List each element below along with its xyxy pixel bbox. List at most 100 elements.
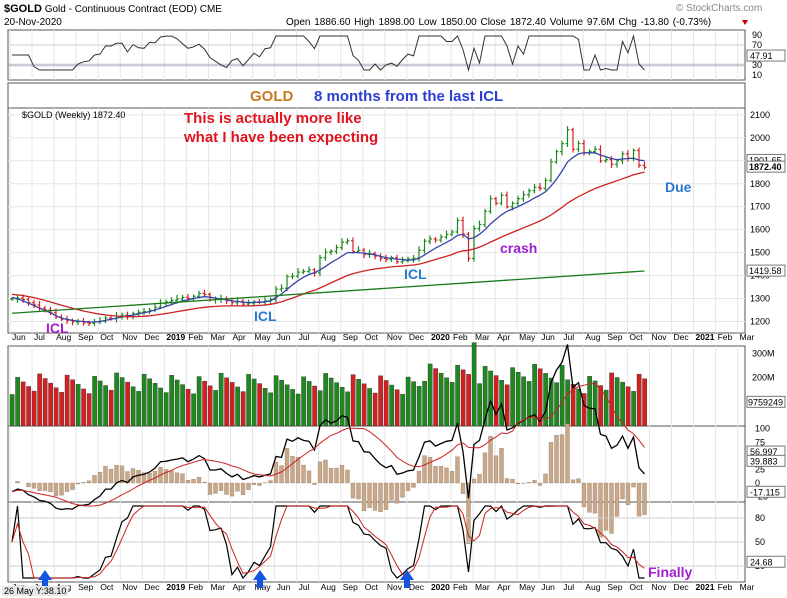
- macd-value: 56.997: [750, 447, 778, 457]
- x-axis-label: Jun: [12, 332, 26, 342]
- macd-histogram-bar: [493, 455, 499, 484]
- volume-bar: [235, 386, 240, 427]
- annotation-gold: GOLD: [250, 88, 294, 105]
- macd-histogram-bar: [59, 482, 64, 496]
- macd-histogram-bar: [350, 482, 356, 499]
- volume-bar: [504, 384, 510, 427]
- macd-histogram-bar: [317, 461, 323, 484]
- macd-histogram-bar: [119, 465, 125, 484]
- stochastic-tick-label: 50: [755, 537, 765, 547]
- volume-bar: [636, 373, 642, 427]
- macd-histogram-bar: [620, 482, 625, 500]
- volume-bar: [581, 393, 587, 427]
- macd-histogram-bar: [548, 442, 554, 484]
- macd-histogram-bar: [433, 466, 438, 484]
- volume-bar: [339, 387, 345, 427]
- x-axis-label: Feb: [718, 332, 733, 342]
- stochastic-last-value: 24.68: [750, 557, 773, 567]
- x-axis-label: Aug: [321, 582, 336, 592]
- volume-bar: [147, 378, 152, 427]
- macd-histogram-bar: [378, 482, 383, 512]
- macd-histogram-bar: [422, 455, 427, 484]
- rsi-line: [12, 34, 645, 72]
- volume-bar: [169, 375, 174, 427]
- macd-histogram-bar: [86, 480, 92, 484]
- volume-bar: [372, 392, 378, 427]
- volume-bar: [284, 384, 290, 427]
- volume-bar: [328, 377, 334, 427]
- x-axis-label: Apr: [497, 332, 510, 342]
- macd-histogram-bar: [526, 482, 532, 484]
- volume-bar: [537, 368, 543, 427]
- volume-bar: [48, 382, 53, 427]
- macd-histogram-bar: [53, 482, 59, 497]
- volume-bar: [345, 391, 350, 427]
- volume-bar: [224, 377, 229, 427]
- x-axis-label: Sep: [343, 332, 358, 342]
- macd-histogram-bar: [290, 455, 295, 484]
- macd-histogram-bar: [70, 482, 75, 490]
- macd-signal-line: [11, 382, 645, 507]
- volume-bar: [70, 379, 75, 427]
- macd-histogram-bar: [444, 467, 449, 484]
- macd-histogram-bar: [257, 482, 262, 486]
- volume-bar: [141, 373, 147, 427]
- stochastic-d-line: [11, 505, 645, 579]
- macd-tick-label: 25: [755, 464, 765, 474]
- x-axis-label: 2021: [696, 332, 715, 342]
- x-axis-label: Feb: [453, 582, 468, 592]
- macd-histogram-bar: [130, 468, 136, 484]
- volume-bar: [301, 376, 306, 427]
- volume-bar: [26, 386, 31, 427]
- x-axis-label: Mar: [210, 582, 225, 592]
- volume-bar: [246, 374, 251, 427]
- volume-bar: [592, 380, 598, 427]
- volume-bar: [53, 387, 59, 427]
- annotation-band: [7, 82, 746, 109]
- annotation-note-1: This is actually more like: [184, 110, 362, 127]
- macd-histogram-bar: [37, 482, 42, 491]
- macd-histogram-bar: [466, 482, 471, 545]
- volume-bar: [438, 372, 444, 427]
- macd-histogram-bar: [147, 473, 152, 484]
- volume-bar: [103, 385, 108, 427]
- volume-bar: [130, 386, 136, 427]
- volume-bar: [598, 385, 603, 427]
- macd-histogram-bar: [191, 478, 196, 484]
- macd-histogram-bar: [108, 468, 114, 484]
- macd-histogram-bar: [477, 474, 482, 484]
- macd-histogram-bar: [581, 482, 587, 508]
- annotation-note-2: what I have been expecting: [184, 129, 379, 146]
- macd-histogram-bar: [372, 482, 378, 511]
- volume-bar: [213, 390, 218, 427]
- volume-bar: [444, 377, 449, 427]
- macd-histogram-bar: [576, 478, 581, 484]
- macd-histogram-bar: [471, 478, 477, 484]
- price-tick-label: 1200: [750, 317, 770, 327]
- rsi-tick-label: 90: [752, 30, 762, 40]
- stochastic-tick-label: 80: [755, 513, 765, 523]
- volume-bar: [86, 393, 92, 427]
- macd-histogram-bar: [570, 479, 576, 484]
- x-axis-label: Jun: [277, 332, 291, 342]
- volume-bar: [290, 389, 295, 427]
- x-axis-label: Apr: [497, 582, 510, 592]
- volume-bar: [521, 376, 526, 427]
- ohlc-readout: Open 1886.60 High 1898.00 Low 1850.00 Cl…: [286, 17, 712, 28]
- x-axis-label: Mar: [475, 332, 490, 342]
- macd-histogram-bar: [482, 452, 488, 484]
- volume-bar: [251, 378, 257, 427]
- x-axis-label: Oct: [365, 332, 379, 342]
- x-axis-label: Aug: [321, 332, 336, 342]
- x-axis-label: Dec: [409, 582, 425, 592]
- macd-value: -17.115: [750, 487, 780, 497]
- x-axis-label: Feb: [188, 332, 203, 342]
- volume-bar: [405, 376, 411, 427]
- annotation-icl-2: ICL: [254, 308, 277, 324]
- x-axis-label: Apr: [233, 582, 246, 592]
- volume-bar: [262, 387, 268, 427]
- macd-histogram-bar: [273, 461, 279, 484]
- volume-bar: [92, 376, 97, 427]
- x-axis-label: Jun: [541, 582, 555, 592]
- macd-histogram-bar: [97, 471, 103, 484]
